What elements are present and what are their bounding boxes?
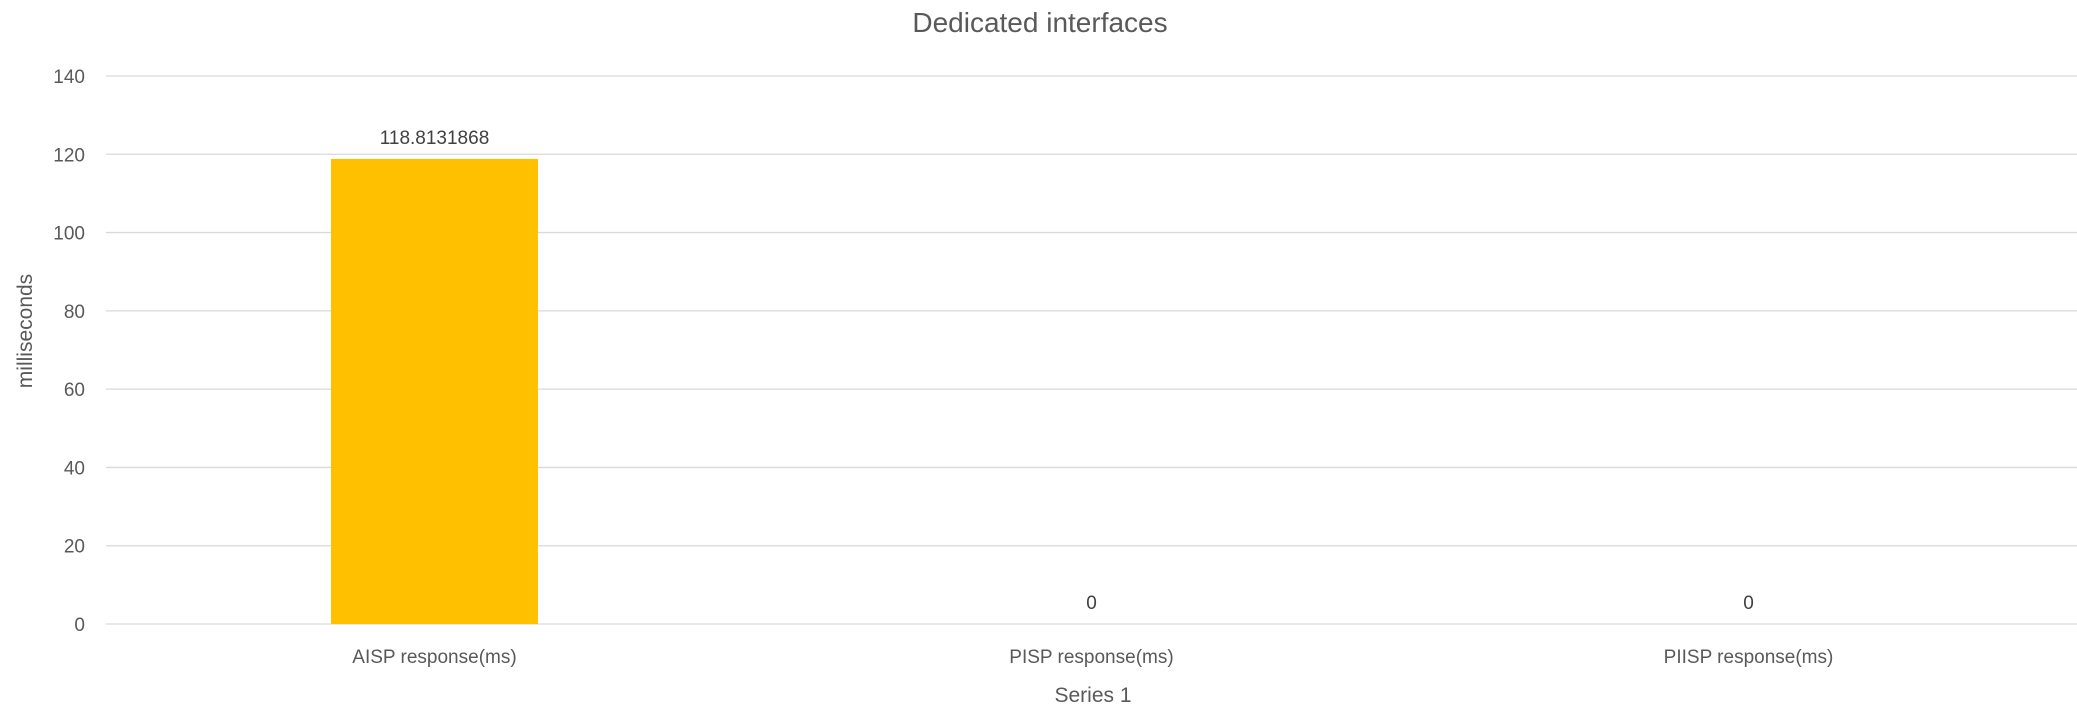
y-tick-label: 140 (53, 67, 85, 88)
y-tick-label: 100 (53, 224, 85, 245)
y-axis-ticks: 0 20 40 60 80 100 120 140 (53, 67, 85, 636)
bar (331, 158, 538, 624)
y-tick-label: 40 (64, 458, 85, 479)
chart-title: Dedicated interfaces (912, 7, 1167, 38)
y-axis-title: milliseconds (14, 274, 37, 388)
x-axis-title: Series 1 (1054, 684, 1131, 707)
y-tick-label: 60 (64, 380, 85, 401)
y-tick-label: 0 (74, 615, 85, 636)
data-label: 118.8131868 (380, 128, 490, 149)
y-tick-label: 20 (64, 537, 85, 558)
bars (331, 158, 538, 624)
x-tick-label: PISP response(ms) (1009, 647, 1173, 668)
x-tick-label: PIISP response(ms) (1664, 647, 1834, 668)
data-label: 0 (1086, 593, 1097, 614)
data-label: 0 (1743, 593, 1754, 614)
data-labels: 118.8131868 0 0 (380, 128, 1754, 614)
y-tick-label: 80 (64, 302, 85, 323)
y-tick-label: 120 (53, 145, 85, 166)
x-tick-label: AISP response(ms) (352, 647, 516, 668)
x-axis-ticks: AISP response(ms) PISP response(ms) PIISP … (352, 647, 1833, 668)
